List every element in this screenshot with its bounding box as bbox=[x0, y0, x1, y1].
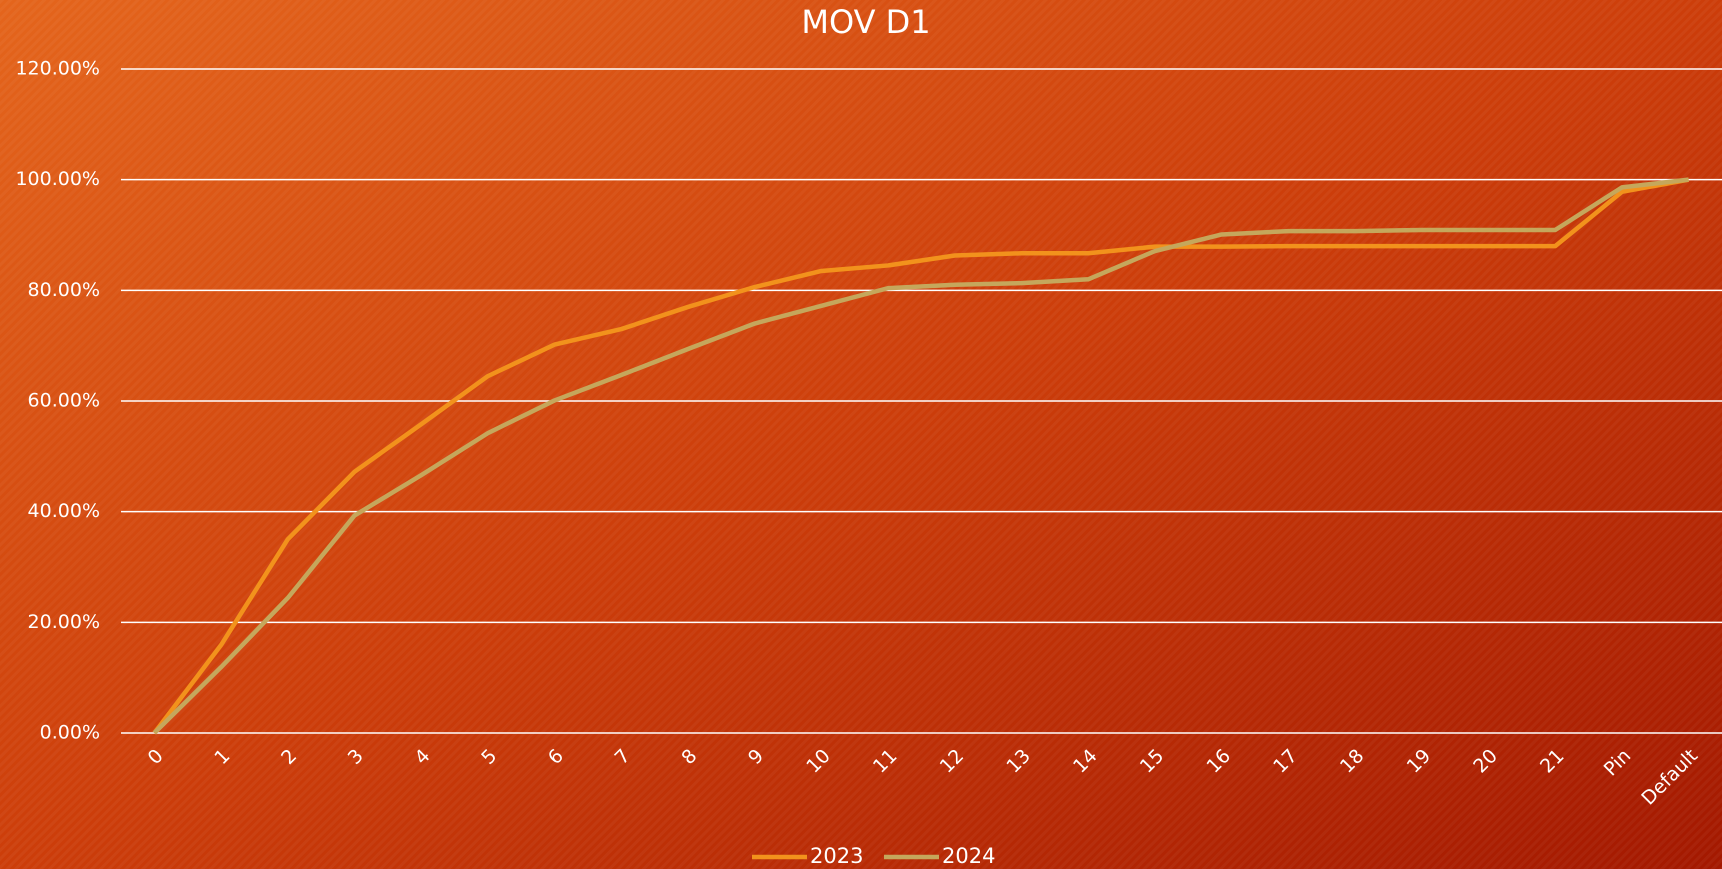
legend-label: 2024 bbox=[942, 844, 995, 868]
y-tick-label: 80.00% bbox=[28, 279, 100, 301]
series-line bbox=[152, 177, 1689, 735]
y-tick-label: 60.00% bbox=[28, 390, 100, 412]
y-tick-label: 0.00% bbox=[40, 722, 100, 744]
y-tick-label: 40.00% bbox=[28, 500, 100, 522]
chart-title: MOV D1 bbox=[801, 3, 930, 41]
series-line bbox=[152, 177, 1690, 735]
y-tick-label: 100.00% bbox=[15, 168, 100, 190]
y-tick-label: 120.00% bbox=[15, 58, 100, 80]
y-tick-label: 20.00% bbox=[28, 611, 100, 633]
legend-label: 2023 bbox=[810, 844, 863, 868]
